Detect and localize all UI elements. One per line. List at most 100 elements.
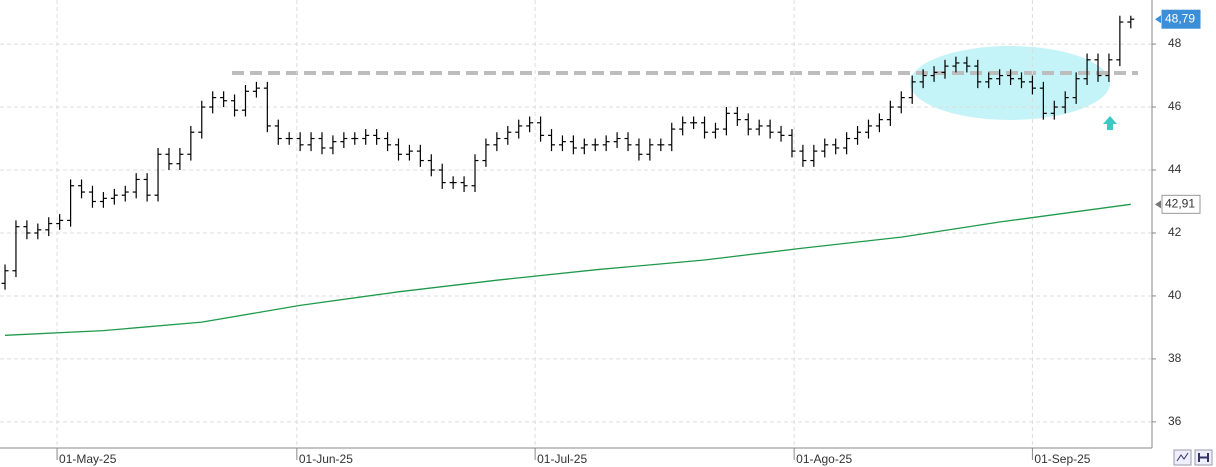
ohlc-bar [154, 147, 162, 202]
up-arrow [1103, 116, 1117, 130]
ohlc-bar [733, 107, 741, 126]
ohlc-bar [886, 100, 894, 126]
corner-buttons[interactable] [1173, 449, 1213, 466]
ohlc-bar [187, 125, 195, 161]
ohlc-bar [384, 132, 392, 152]
h-icon [1198, 453, 1209, 462]
ohlc-bar [220, 91, 228, 108]
ohlc-bar [843, 132, 851, 155]
ohlc-bar [373, 129, 381, 145]
ohlc-bar [143, 173, 151, 202]
ohlc-bar [985, 72, 993, 89]
ohlc-bar [996, 69, 1004, 86]
ohlc-bar [832, 138, 840, 155]
last-value-box [1161, 9, 1201, 29]
ohlc-bar [974, 59, 982, 89]
y-tick-label: 36 [1168, 414, 1182, 428]
ohlc-bar [777, 125, 785, 142]
ohlc-bar [711, 122, 719, 139]
ohlc-bar [668, 122, 676, 152]
ohlc-bar [755, 119, 763, 136]
ohlc-bar [1017, 72, 1025, 89]
ohlc-bar [919, 69, 927, 89]
ohlc-bar [537, 116, 545, 142]
ohlc-bar [690, 116, 698, 130]
ohlc-bar [941, 59, 949, 79]
ohlc-bar [45, 217, 53, 237]
ohlc-bar [624, 132, 632, 152]
ohlc-bar [1039, 81, 1047, 120]
last-value-label: 42,91 [1165, 196, 1195, 210]
ohlc-bar [318, 132, 326, 155]
ohlc-bar [231, 94, 239, 117]
ohlc-bar [1127, 15, 1135, 29]
ohlc-bar [1028, 75, 1036, 95]
ohlc-bar [952, 56, 960, 73]
ohlc-bar [482, 138, 490, 167]
last-value-box [1161, 194, 1201, 214]
ohlc-bar [296, 132, 304, 152]
ohlc-bar [121, 185, 129, 202]
zoom-icon [1176, 452, 1189, 462]
ohlc-bar [1094, 53, 1102, 82]
ohlc-bar [810, 144, 818, 167]
ohlc-bar [515, 119, 523, 139]
ohlc-bar [1007, 69, 1015, 86]
ohlc-bar [580, 138, 588, 155]
ohlc-bar [285, 132, 293, 145]
ohlc-bar [263, 81, 271, 133]
y-tick-label: 48 [1168, 36, 1182, 50]
ohlc-bar [569, 135, 577, 155]
y-tick-label: 38 [1168, 351, 1182, 365]
ohlc-bar [1, 264, 9, 290]
ohlc-bar [613, 132, 621, 148]
ohlc-bar [504, 125, 512, 145]
ohlc-bar [744, 113, 752, 136]
ohlc-bar [701, 116, 709, 139]
ohlc-bar [1050, 100, 1058, 120]
ohlc-bar [405, 144, 413, 161]
ohlc-bar [176, 147, 184, 171]
last-value-label: 48,79 [1165, 11, 1195, 25]
x-tick-label: 01-Sep-25 [1034, 452, 1090, 466]
ohlc-bar [198, 100, 206, 139]
ohlc-bar [252, 81, 260, 98]
ohlc-bar [646, 138, 654, 161]
ohlc-bar [351, 132, 359, 145]
ohlc-bar [657, 138, 665, 152]
ohlc-bar [329, 135, 337, 155]
ohlc-bar [548, 129, 556, 152]
ohlc-bar [864, 119, 872, 139]
ohlc-bar [799, 144, 807, 167]
ohlc-bar [165, 147, 173, 171]
ohlc-bar [1116, 15, 1124, 67]
ohlc-bar [897, 91, 905, 114]
ohlc-bar [602, 135, 610, 152]
ohlc-bar [23, 220, 31, 240]
ohlc-bar [132, 173, 140, 199]
ohlc-bar [930, 66, 938, 82]
ohlc-bar [854, 125, 862, 145]
ohlc-bar [591, 138, 599, 152]
last-value-pointer [1155, 200, 1161, 209]
ohlc-bar [875, 113, 883, 133]
ohlc-bar [1072, 72, 1080, 104]
ohlc-bar [110, 188, 118, 205]
ohlc-bar [558, 135, 566, 152]
ohlc-bar [395, 138, 403, 161]
ohlc-bar [438, 163, 446, 189]
ohlc-bar [635, 138, 643, 161]
ohlc-bar [12, 220, 20, 278]
ohlc-bar [307, 132, 315, 152]
ohlc-bar [460, 176, 468, 193]
ohlc-bar [1061, 91, 1069, 114]
ohlc-bar [416, 144, 424, 167]
x-tick-label: 01-Ago-25 [796, 452, 852, 466]
ohlc-bar [88, 185, 96, 208]
ohlc-bar [493, 132, 501, 152]
ohlc-bar [1105, 53, 1113, 82]
y-tick-label: 40 [1168, 288, 1182, 302]
ohlc-bar [1083, 53, 1091, 86]
ohlc-bar [209, 91, 217, 114]
